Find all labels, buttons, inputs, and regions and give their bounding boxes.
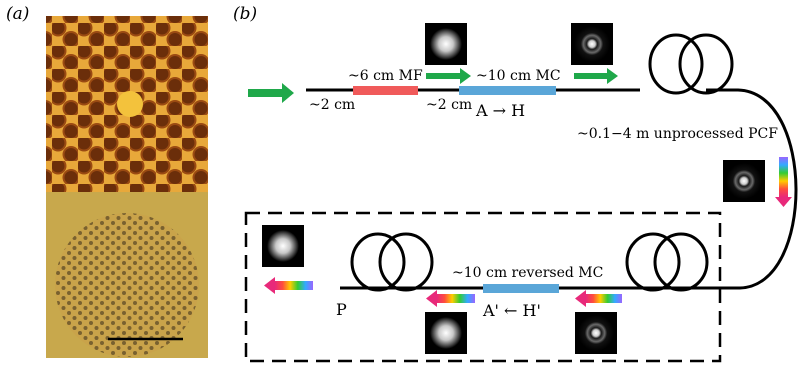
beam-mode-image <box>425 23 467 65</box>
label-mf: ~6 cm MF <box>348 68 423 84</box>
label-reversed-mc: ~10 cm reversed MC <box>452 265 604 281</box>
beam-mode-image <box>571 23 613 65</box>
micrograph-top <box>46 16 208 192</box>
panel-a-label: (a) <box>6 4 30 24</box>
label-2cm-mid: ~2 cm <box>426 97 473 113</box>
dashed-box <box>244 211 722 363</box>
label-2cm-left: ~2 cm <box>309 97 356 113</box>
label-mc: ~10 cm MC <box>476 68 561 84</box>
panel-b-label: (b) <box>233 4 258 24</box>
green-arrow-icon <box>426 68 471 84</box>
label-pcf: ~0.1−4 m unprocessed PCF <box>577 126 778 142</box>
green-arrow-icon <box>248 83 294 103</box>
rainbow-arrow-icon <box>575 290 622 307</box>
pcf-coil-top <box>648 33 734 95</box>
label-a-prime-h-prime: A' ← H' <box>483 301 541 320</box>
beam-mode-image <box>575 312 617 354</box>
mf-segment <box>353 86 418 95</box>
rainbow-arrow-icon <box>426 290 475 307</box>
pcf-arc <box>706 88 798 290</box>
label-p: P <box>336 300 347 319</box>
reversed-mc-segment <box>483 284 559 293</box>
pcf-coil-bottom-right <box>625 232 709 292</box>
micrograph-bottom <box>46 192 208 358</box>
green-arrow-icon <box>574 68 618 84</box>
mc-segment <box>459 86 556 95</box>
rainbow-arrow-icon <box>264 277 313 294</box>
beam-mode-image <box>425 312 467 354</box>
beam-mode-image <box>723 160 765 202</box>
rainbow-arrow-icon <box>775 157 792 207</box>
label-a-to-h: A → H <box>476 101 526 120</box>
beam-mode-image <box>262 225 304 267</box>
pcf-coil-bottom-left <box>350 232 434 292</box>
